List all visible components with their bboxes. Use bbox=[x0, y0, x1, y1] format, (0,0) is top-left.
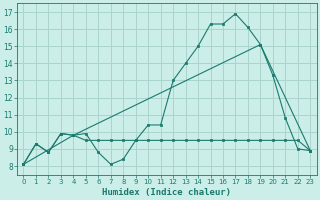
X-axis label: Humidex (Indice chaleur): Humidex (Indice chaleur) bbox=[102, 188, 231, 197]
